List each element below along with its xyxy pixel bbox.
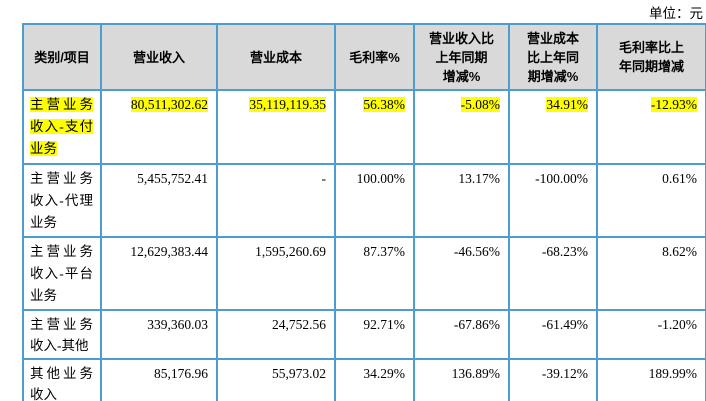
cell-revenue-yoy: -67.86% xyxy=(413,309,510,360)
cell-cost: - xyxy=(216,163,336,238)
cell-revenue: 85,176.96 xyxy=(100,358,218,401)
table-row: 主营业务收入-平台业务 12,629,383.44 1,595,260.69 8… xyxy=(22,236,706,311)
table-row: 主营业务收入-支付业务 80,511,302.62 35,119,119.35 … xyxy=(22,89,706,165)
cell-cost-yoy: 34.91% xyxy=(508,89,598,165)
cell-margin: 56.38% xyxy=(334,89,415,165)
cell-category: 主营业务收入-其他 xyxy=(22,309,102,360)
financial-table: 类别/项目 营业收入 营业成本 毛利率% 营业收入比 上年同期 增减% 营业成本… xyxy=(22,23,706,401)
table-row: 其他业务收入 85,176.96 55,973.02 34.29% 136.89… xyxy=(22,358,706,401)
cell-cost: 1,595,260.69 xyxy=(216,236,336,311)
header-row: 类别/项目 营业收入 营业成本 毛利率% 营业收入比 上年同期 增减% 营业成本… xyxy=(22,23,706,91)
cell-cost: 24,752.56 xyxy=(216,309,336,360)
cell-margin-yoy: -1.20% xyxy=(596,309,706,360)
cell-revenue-yoy: 13.17% xyxy=(413,163,510,238)
cell-margin-yoy: 189.99% xyxy=(596,358,706,401)
table-row: 主营业务收入-代理业务 5,455,752.41 - 100.00% 13.17… xyxy=(22,163,706,238)
cell-category: 主营业务收入-支付业务 xyxy=(22,89,102,165)
cell-margin-yoy: 0.61% xyxy=(596,163,706,238)
cell-margin: 87.37% xyxy=(334,236,415,311)
cell-margin: 34.29% xyxy=(334,358,415,401)
cell-cost-yoy: -39.12% xyxy=(508,358,598,401)
cell-revenue-yoy: -46.56% xyxy=(413,236,510,311)
col-header-cost-yoy: 营业成本 比上年同 期增减% xyxy=(508,23,598,91)
cell-revenue: 339,360.03 xyxy=(100,309,218,360)
cell-cost: 55,973.02 xyxy=(216,358,336,401)
cell-revenue: 5,455,752.41 xyxy=(100,163,218,238)
col-header-margin: 毛利率% xyxy=(334,23,415,91)
unit-label: 单位：元 xyxy=(649,6,703,21)
cell-cost: 35,119,119.35 xyxy=(216,89,336,165)
cell-cost-yoy: -100.00% xyxy=(508,163,598,238)
table-row: 主营业务收入-其他 339,360.03 24,752.56 92.71% -6… xyxy=(22,309,706,360)
cell-margin: 92.71% xyxy=(334,309,415,360)
cell-category: 其他业务收入 xyxy=(22,358,102,401)
col-header-cost: 营业成本 xyxy=(216,23,336,91)
cell-margin: 100.00% xyxy=(334,163,415,238)
cell-category: 主营业务收入-平台业务 xyxy=(22,236,102,311)
col-header-margin-yoy: 毛利率比上 年同期增减 xyxy=(596,23,706,91)
cell-revenue-yoy: 136.89% xyxy=(413,358,510,401)
col-header-revenue-yoy: 营业收入比 上年同期 增减% xyxy=(413,23,510,91)
cell-cost-yoy: -68.23% xyxy=(508,236,598,311)
cell-category: 主营业务收入-代理业务 xyxy=(22,163,102,238)
col-header-revenue: 营业收入 xyxy=(100,23,218,91)
cell-margin-yoy: 8.62% xyxy=(596,236,706,311)
cell-revenue: 12,629,383.44 xyxy=(100,236,218,311)
cell-cost-yoy: -61.49% xyxy=(508,309,598,360)
cell-margin-yoy: -12.93% xyxy=(596,89,706,165)
col-header-category: 类别/项目 xyxy=(22,23,102,91)
cell-revenue: 80,511,302.62 xyxy=(100,89,218,165)
cell-revenue-yoy: -5.08% xyxy=(413,89,510,165)
